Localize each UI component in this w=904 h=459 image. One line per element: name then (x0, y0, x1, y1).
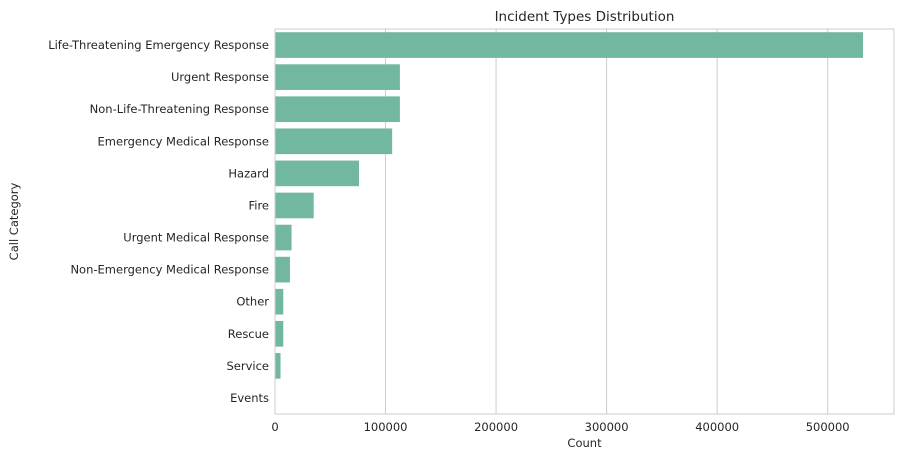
y-tick-label: Hazard (228, 166, 269, 180)
bar (275, 224, 292, 251)
x-tick-label: 0 (271, 420, 278, 434)
bar (275, 160, 360, 187)
bar (275, 320, 284, 347)
bar (275, 64, 400, 90)
y-axis-label: Call Category (7, 182, 21, 260)
x-axis-label: Count (567, 436, 602, 450)
bar (275, 353, 281, 379)
y-tick-label: Fire (248, 198, 269, 212)
y-tick-label: Urgent Response (171, 70, 269, 84)
plot-frame (274, 28, 895, 415)
bars (275, 32, 864, 411)
y-tick-label: Urgent Medical Response (123, 231, 269, 245)
x-tick-label: 400000 (695, 420, 739, 434)
y-tick-label: Non-Emergency Medical Response (70, 263, 269, 277)
bar (275, 288, 284, 315)
y-tick-labels: Life-Threatening Emergency Response Urgen… (48, 38, 269, 405)
y-tick-label: Life-Threatening Emergency Response (48, 38, 269, 52)
bar (275, 96, 400, 123)
bar (275, 32, 864, 58)
y-tick-label: Events (230, 391, 269, 405)
x-tick-label: 500000 (806, 420, 850, 434)
bar (275, 192, 314, 219)
chart-title: Incident Types Distribution (495, 9, 675, 25)
x-tick-label: 100000 (364, 420, 408, 434)
y-tick-label: Service (226, 359, 269, 373)
x-tick-labels: 0 100000 200000 300000 400000 500000 (271, 420, 849, 434)
bar (275, 128, 393, 155)
bar (275, 256, 290, 283)
x-tick-label: 300000 (585, 420, 629, 434)
y-tick-label: Rescue (228, 327, 269, 341)
x-tick-label: 200000 (474, 420, 518, 434)
y-tick-label: Emergency Medical Response (98, 134, 269, 148)
y-tick-label: Non-Life-Threatening Response (90, 102, 269, 116)
y-tick-label: Other (236, 295, 269, 309)
grid-lines (385, 29, 829, 414)
